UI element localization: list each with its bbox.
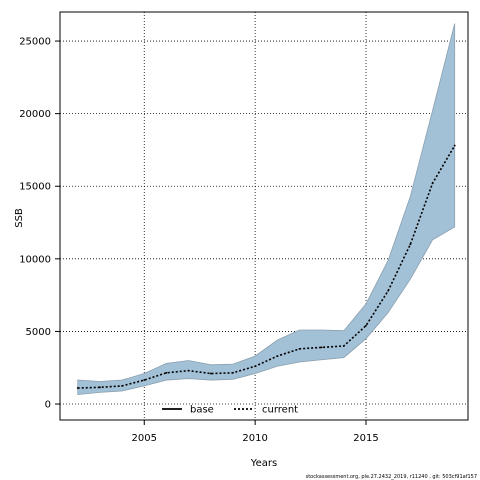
data-point-current xyxy=(209,372,212,375)
legend: base current xyxy=(162,405,298,416)
data-point-current xyxy=(365,324,367,327)
y-axis-title: SSB xyxy=(14,208,25,228)
data-point-current xyxy=(342,345,345,347)
x-tick-label: 2015 xyxy=(353,433,378,444)
data-point-current xyxy=(121,384,123,387)
data-points xyxy=(76,144,456,389)
legend-label-base: base xyxy=(190,405,214,416)
data-point-current xyxy=(453,144,456,147)
y-tick-label: 20000 xyxy=(19,109,51,120)
series-line-current xyxy=(77,145,456,389)
plot-frame xyxy=(59,11,469,421)
y-axis: 0 5000 10000 15000 20000 25000 xyxy=(19,37,60,411)
data-point-current xyxy=(276,355,279,358)
x-axis-title: Years xyxy=(250,458,277,469)
footer-note: stockassessment.org, ple.27.2432_2019, r… xyxy=(306,474,477,480)
data-point-current xyxy=(143,379,146,381)
confidence-band-current xyxy=(77,23,456,396)
y-tick-label: 15000 xyxy=(19,182,51,193)
y-tick-label: 0 xyxy=(45,400,51,411)
y-tick-label: 25000 xyxy=(19,37,51,48)
data-point-current xyxy=(232,371,234,374)
data-point-current xyxy=(76,387,79,389)
y-tick-label: 5000 xyxy=(26,327,51,338)
x-tick-label: 2005 xyxy=(132,433,157,444)
data-point-current xyxy=(187,369,190,372)
data-point-current xyxy=(99,386,101,389)
x-tick-label: 2010 xyxy=(242,433,267,444)
data-point-current xyxy=(431,182,434,185)
x-axis: 2005 2010 2015 xyxy=(132,420,379,444)
data-point-current xyxy=(254,365,257,368)
legend-label-current: current xyxy=(262,405,298,416)
y-tick-label: 10000 xyxy=(19,254,51,265)
data-point-current xyxy=(387,289,390,292)
data-point-current xyxy=(298,347,301,350)
data-point-current xyxy=(165,371,168,374)
grid-lines xyxy=(60,12,468,420)
data-point-current xyxy=(320,346,323,349)
data-point-current xyxy=(409,243,412,246)
